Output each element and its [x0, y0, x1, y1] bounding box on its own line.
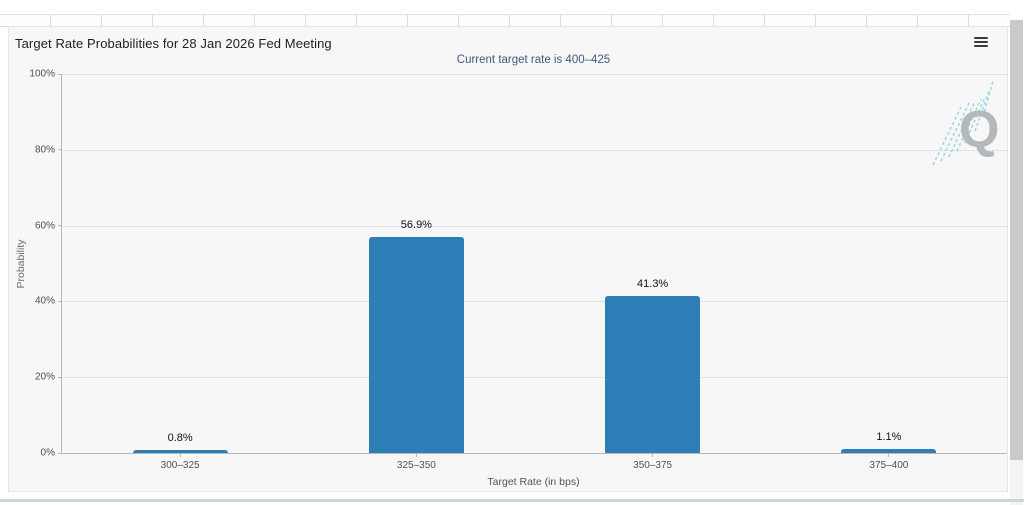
x-tick-label: 325–350 [396, 460, 436, 471]
y-gridline [62, 74, 1007, 75]
chart-panel: Target Rate Probabilities for 28 Jan 202… [8, 26, 1008, 492]
chart-subtitle: Current target rate is 400–425 [456, 54, 611, 66]
plot-area: 0% 20% 40% 60% 80% 100% 0.8% 300–325 56.9% 325–35… [29, 69, 1007, 471]
x-tick-mark [415, 453, 417, 457]
bar-value-label: 1.1% [876, 430, 902, 443]
hamburger-icon [971, 35, 991, 47]
probability-bar[interactable] [605, 296, 701, 453]
x-tick-label: 350–375 [633, 460, 673, 471]
y-tick-label: 0% [40, 447, 55, 459]
y-tick-mark [58, 376, 62, 378]
y-tick-label: 80% [34, 144, 55, 156]
y-tick-mark [58, 452, 62, 454]
x-axis-title: Target Rate (in bps) [487, 476, 580, 488]
y-tick-label: 60% [34, 220, 55, 232]
y-gridline [62, 377, 1007, 379]
y-axis-title: Probability [15, 239, 27, 289]
x-tick-mark [179, 453, 181, 457]
bar-value-label: 56.9% [400, 219, 432, 232]
bottom-divider [0, 499, 1024, 502]
y-gridline [62, 301, 1007, 303]
chart-title: Target Rate Probabilities for 28 Jan 202… [15, 36, 332, 51]
chart-menu-button[interactable] [971, 35, 991, 53]
bar-value-label: 41.3% [637, 278, 669, 291]
y-gridline [62, 149, 1007, 151]
probability-bar[interactable] [841, 448, 937, 453]
y-tick-label: 20% [34, 371, 55, 383]
scrollbar-thumb[interactable] [1010, 20, 1023, 460]
x-tick-mark [888, 453, 890, 457]
probability-bar[interactable] [132, 449, 228, 453]
y-tick-mark [58, 225, 62, 227]
x-tick-label: 375–400 [869, 460, 909, 471]
y-gridline [62, 225, 1007, 227]
y-tick-label: 100% [29, 68, 55, 80]
y-tick-mark [58, 73, 62, 75]
vertical-scrollbar[interactable] [1010, 20, 1023, 505]
x-tick-label: 300–325 [160, 460, 200, 471]
y-tick-mark [58, 300, 62, 302]
y-tick-label: 40% [34, 295, 55, 307]
bar-value-label: 0.8% [167, 431, 193, 444]
probability-bar[interactable] [368, 237, 464, 453]
x-tick-mark [652, 453, 654, 457]
y-tick-mark [58, 149, 62, 151]
